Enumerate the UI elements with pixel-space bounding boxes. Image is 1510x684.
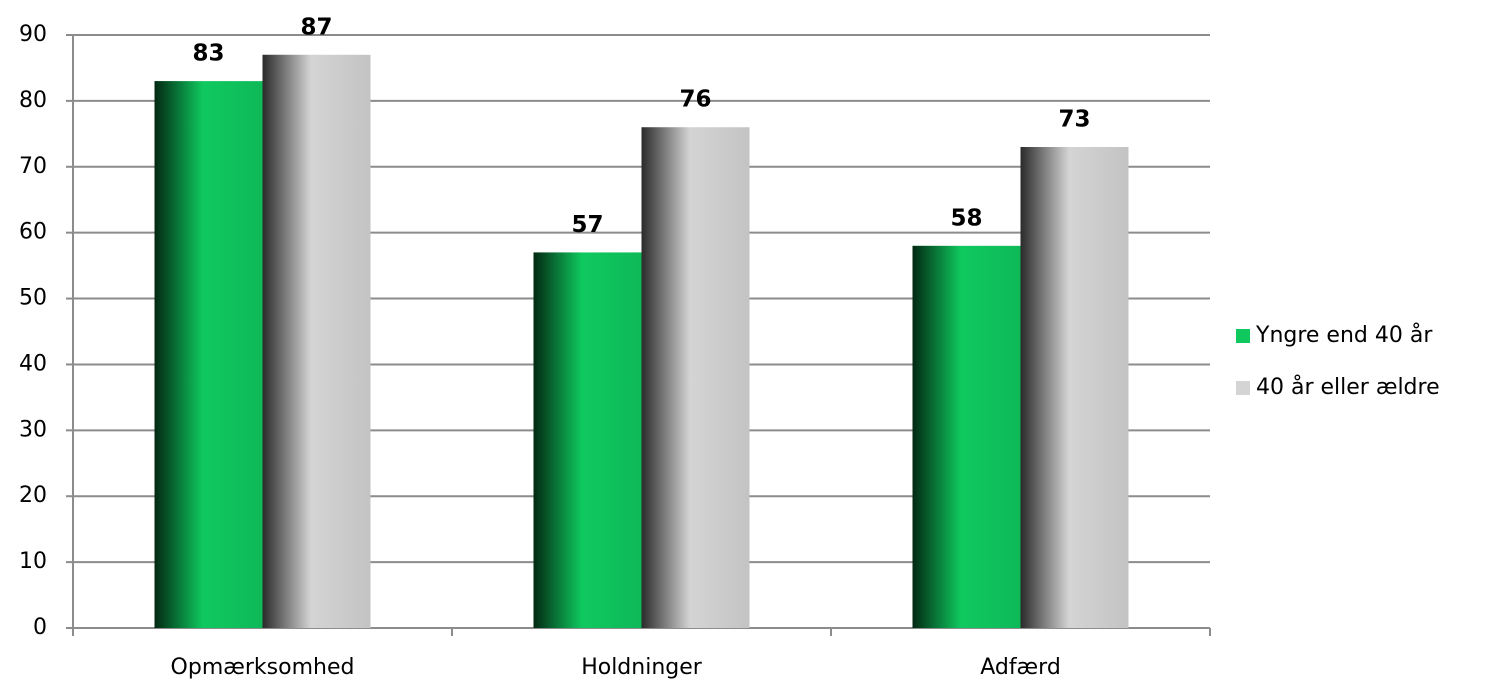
- value-label: 73: [1058, 107, 1090, 133]
- legend-label: Yngre end 40 år: [1255, 322, 1433, 348]
- bar-shade: [912, 245, 1021, 628]
- y-tick-label: 0: [33, 615, 47, 640]
- x-tick-label: Adfærd: [980, 655, 1061, 680]
- value-label: 58: [950, 205, 982, 231]
- x-tick-label: Holdninger: [581, 655, 703, 680]
- bar-shade: [533, 252, 642, 628]
- y-tick-label: 20: [19, 483, 47, 508]
- y-tick-label: 40: [19, 351, 47, 376]
- legend-swatch: [1236, 381, 1250, 395]
- y-tick-label: 10: [19, 549, 47, 574]
- value-label: 87: [300, 14, 332, 40]
- bar-shade: [154, 81, 263, 629]
- y-tick-label: 70: [19, 154, 47, 179]
- y-tick-label: 30: [19, 417, 47, 442]
- value-label: 76: [679, 87, 711, 113]
- x-tick-label: Opmærksomhed: [171, 655, 355, 680]
- value-label: 57: [571, 212, 603, 238]
- bar-shade: [1020, 147, 1129, 628]
- y-tick-label: 50: [19, 286, 47, 311]
- legend-label: 40 år eller ældre: [1256, 374, 1440, 400]
- legend-swatch: [1236, 329, 1250, 343]
- bar-shade: [262, 54, 371, 629]
- value-label: 83: [192, 41, 224, 67]
- y-tick-label: 80: [19, 88, 47, 113]
- y-tick-label: 60: [19, 220, 47, 245]
- y-tick-label: 90: [19, 22, 47, 47]
- bar-shade: [641, 127, 750, 628]
